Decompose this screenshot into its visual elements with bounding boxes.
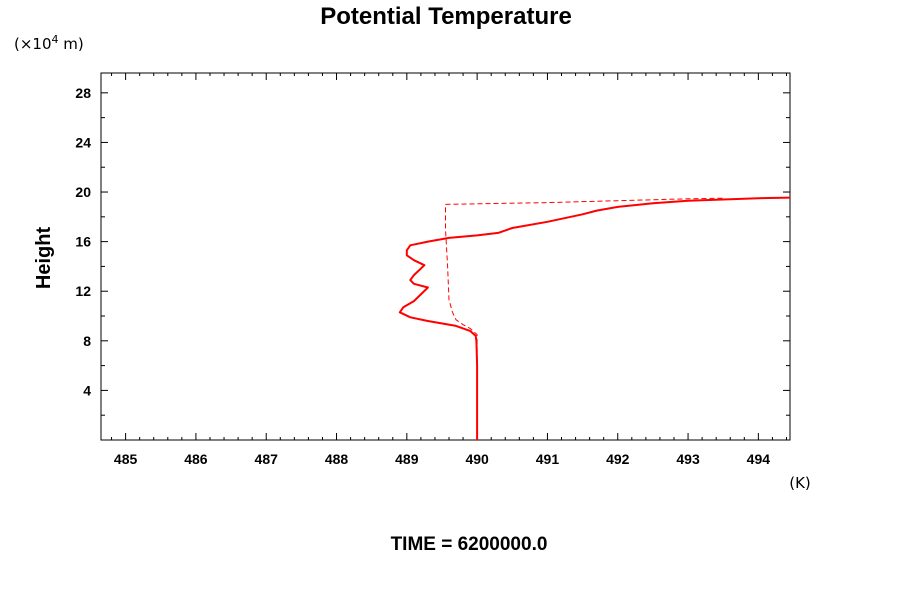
y-tick-label: 16 (75, 234, 91, 250)
x-tick-label: 491 (536, 451, 560, 467)
solid-series-line (398, 196, 791, 440)
y-tick-label: 20 (75, 184, 91, 200)
y-axis-unit: (×104 m) (14, 33, 84, 53)
x-tick-label: 489 (395, 451, 419, 467)
y-axis-label: Height (33, 227, 55, 290)
plot-frame (100, 72, 791, 441)
chart-title: Potential Temperature (320, 3, 572, 30)
x-tick-label: 485 (114, 451, 138, 467)
x-tick-label: 490 (465, 451, 489, 467)
x-tick-label: 487 (255, 451, 279, 467)
x-tick-label: 492 (606, 451, 630, 467)
data-lines (398, 196, 791, 440)
y-axis-unit-tail: m) (59, 35, 84, 53)
dashed-series-line (445, 197, 724, 440)
x-tick-label: 494 (747, 451, 771, 467)
y-tick-label: 28 (75, 85, 91, 101)
y-axis-unit-label: (×10 (14, 35, 52, 53)
y-tick-label: 8 (83, 333, 91, 349)
y-tick-label: 24 (75, 134, 91, 150)
y-axis-unit-exponent: 4 (52, 33, 59, 46)
y-tick-label: 12 (75, 283, 91, 299)
time-label: TIME = 6200000.0 (391, 534, 548, 555)
axis-ticks: 485 486 487 488 489 490 491 492 493 494 4 8 12 16 20 24… (75, 73, 790, 467)
y-tick-label: 4 (83, 382, 91, 398)
x-tick-label: 488 (325, 451, 349, 467)
x-axis-unit: (K) (789, 474, 811, 492)
x-tick-label: 486 (184, 451, 208, 467)
x-tick-label: 493 (676, 451, 700, 467)
